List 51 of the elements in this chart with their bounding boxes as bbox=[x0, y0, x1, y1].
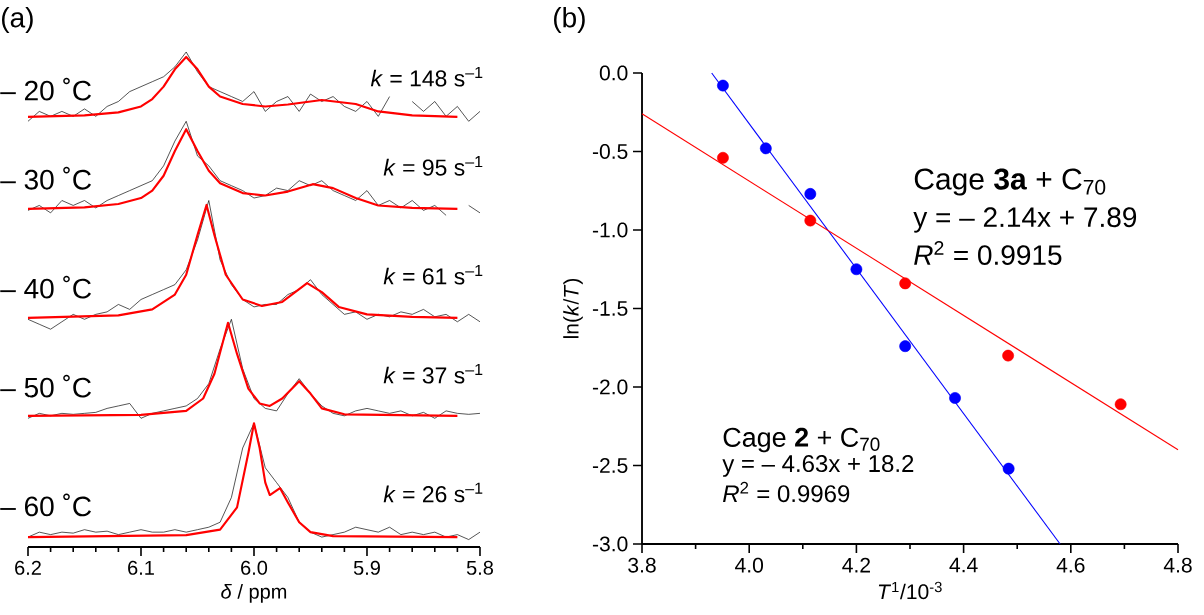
annotation: k = 61 s$^{–1}$ bbox=[383, 264, 483, 285]
annotation: Cage 2 + C$_{70}$ bbox=[723, 427, 880, 453]
x-tick-label: 4.4 bbox=[949, 557, 978, 573]
chart-title: (a) bbox=[2, 6, 33, 34]
series-label: – 30 ˚C bbox=[0, 166, 91, 190]
y-tick-label: -2.5 bbox=[592, 458, 628, 473]
y-tick-label: -2.0 bbox=[592, 379, 628, 395]
x-tick-label: 6.0 bbox=[241, 560, 268, 575]
x-tick-label: 4.6 bbox=[1056, 557, 1085, 573]
x-tick-label: 6.1 bbox=[128, 560, 154, 575]
y-tick-label: -0.5 bbox=[592, 144, 628, 159]
annotation: k = 95 s$^{–1}$ bbox=[383, 156, 483, 176]
annotation: R$^{2}$ = 0.9915 bbox=[914, 241, 1062, 265]
point bbox=[804, 214, 817, 227]
y-tick-label: -1.5 bbox=[592, 301, 628, 316]
x-axis-title: T$^{1}$/10$^{-3}$ bbox=[878, 581, 942, 600]
point bbox=[804, 188, 817, 200]
annotation: k = 26 s$^{–1}$ bbox=[383, 482, 483, 503]
series-label: – 60 ˚C bbox=[0, 493, 91, 517]
y-tick-label: -3.0 bbox=[592, 536, 628, 552]
point bbox=[717, 151, 729, 164]
annotation: y = – 2.14x + 7.89 bbox=[913, 207, 1137, 233]
point bbox=[899, 340, 912, 353]
x-axis-title: δ / ppm bbox=[221, 584, 287, 603]
x-tick-label: 4.2 bbox=[842, 557, 870, 573]
x-tick-label: 4.8 bbox=[1163, 557, 1192, 573]
annotation: y = – 4.63x + 18.2 bbox=[722, 455, 914, 477]
y-axis-title: ln(k/T) bbox=[563, 278, 583, 338]
point bbox=[949, 392, 961, 404]
point bbox=[717, 79, 729, 92]
y-tick-label: -1.0 bbox=[592, 222, 628, 238]
chart-title: (b) bbox=[554, 6, 585, 34]
point bbox=[759, 142, 772, 155]
y-tick-label: 0.0 bbox=[599, 65, 628, 81]
point bbox=[1002, 462, 1015, 475]
x-tick-label: 4.0 bbox=[735, 557, 764, 573]
annotation: Cage 3a + C$_{70}$ bbox=[914, 168, 1106, 196]
annotation: R$^{2}$ = 0.9969 bbox=[723, 481, 850, 503]
annotation: k = 148 s$^{–1}$ bbox=[370, 66, 483, 87]
point bbox=[1002, 349, 1014, 362]
series-label: – 50 ˚C bbox=[0, 374, 91, 398]
annotation: k = 37 s$^{–1}$ bbox=[383, 363, 483, 384]
x-tick-label: 3.8 bbox=[628, 557, 656, 573]
point bbox=[1114, 398, 1127, 411]
x-tick-label: 6.2 bbox=[15, 560, 41, 575]
x-tick-label: 5.8 bbox=[466, 560, 494, 575]
x-tick-label: 5.9 bbox=[353, 560, 380, 575]
series-label: – 40 ˚C bbox=[0, 275, 91, 299]
point bbox=[899, 277, 912, 290]
point bbox=[850, 263, 863, 276]
series-label: – 20 ˚C bbox=[0, 77, 91, 101]
